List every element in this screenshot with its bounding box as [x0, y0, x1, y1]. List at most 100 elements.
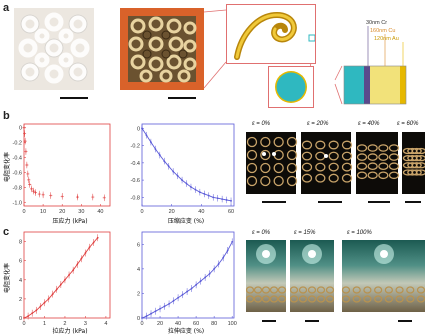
y-tick-label: 0 [137, 316, 140, 322]
lattice-cell [329, 152, 338, 160]
marker-dot [272, 152, 276, 156]
lattice-cell [288, 177, 297, 186]
lattice-cell [288, 164, 297, 173]
data-point [163, 160, 165, 162]
x-tick-label: 20 [157, 321, 163, 327]
lattice-cell [247, 296, 254, 302]
data-point [190, 186, 192, 188]
plot-frame [24, 124, 110, 206]
lattice-cell [343, 163, 352, 171]
cross-section-box [268, 66, 314, 108]
data-point [32, 190, 35, 193]
strain-caption: ε = 40% [358, 121, 379, 127]
strain-caption: ε = 20% [307, 121, 328, 127]
x-tick-label: 0 [140, 321, 143, 327]
data-point [159, 154, 161, 156]
lattice-cell [255, 287, 262, 293]
lattice-cell [248, 138, 257, 147]
x-tick-label: 80 [211, 321, 217, 327]
y-tick-label: -0.8 [131, 195, 140, 201]
data-point [72, 269, 74, 271]
data-point [209, 273, 211, 275]
lattice-cell [263, 296, 270, 302]
compression-lattice-overlay [246, 132, 425, 194]
y-tick-label: 4 [137, 267, 140, 273]
lattice-cell [261, 138, 270, 147]
lattice-cell [271, 287, 278, 293]
data-point [141, 317, 143, 319]
data-point [49, 194, 52, 197]
data-point [213, 268, 215, 270]
lattice-cell [274, 138, 283, 147]
y-tick-label: 8 [19, 240, 22, 246]
data-point [221, 198, 223, 200]
lattice-cell [316, 174, 325, 182]
lattice-cell [385, 287, 392, 293]
lattice-cell [343, 174, 352, 182]
x-tick-label: 100 [228, 321, 237, 327]
data-point [146, 315, 148, 317]
y-tick-label: -0.8 [13, 185, 22, 191]
data-point [150, 141, 152, 143]
lattice-cell [303, 152, 312, 160]
data-point [195, 284, 197, 286]
lattice-cell [329, 174, 338, 182]
led-icon [308, 250, 316, 258]
lattice-cell [309, 287, 316, 293]
lattice-cell [343, 152, 352, 160]
y-axis-label: 电阻变化率 [3, 152, 11, 182]
data-point [204, 277, 206, 279]
layer-label-cu: 160nm Cu [370, 28, 395, 34]
data-point [89, 246, 91, 248]
data-point [39, 306, 41, 308]
y-tick-label: 0 [137, 126, 140, 132]
strain-caption: ε = 100% [347, 230, 372, 236]
data-point [23, 317, 25, 319]
x-tick-label: 20 [169, 209, 175, 215]
data-point [97, 237, 99, 239]
scale-bar [318, 201, 342, 203]
lattice-cell [364, 287, 371, 293]
lattice-cell [368, 154, 377, 160]
data-point [24, 150, 27, 153]
data-point [164, 305, 166, 307]
data-point [159, 308, 161, 310]
lattice-cell [327, 296, 334, 302]
lattice-cell [303, 163, 312, 171]
data-point [168, 165, 170, 167]
lattice-cell [353, 296, 360, 302]
scale-bar [262, 201, 286, 203]
data-point [141, 127, 143, 129]
lattice-cell [303, 174, 312, 182]
lattice-cell [279, 287, 286, 293]
strain-caption: ε = 0% [252, 121, 270, 127]
lattice-cell [303, 141, 312, 149]
lattice-cell [358, 163, 367, 169]
layer-label-au: 120nm Au [374, 36, 399, 42]
data-point [177, 175, 179, 177]
lattice-cell [248, 164, 257, 173]
y-tick-label: -0.4 [13, 156, 22, 162]
series-line [24, 238, 98, 318]
lattice-cell [291, 296, 298, 302]
data-point [48, 298, 50, 300]
y-tick-label: -0.4 [131, 161, 140, 167]
strain-caption: ε = 15% [294, 230, 315, 236]
data-point [52, 293, 54, 295]
y-tick-label: -1.0 [13, 200, 22, 206]
lattice-cell [291, 287, 298, 293]
lattice-cell [390, 163, 399, 169]
y-tick-label: 2 [19, 297, 22, 303]
lattice-cell [368, 145, 377, 151]
y-tick-label: 6 [19, 259, 22, 265]
x-axis-label: 压缩应变 (%) [168, 217, 204, 225]
data-point [191, 288, 193, 290]
data-point [60, 284, 62, 286]
data-point [23, 126, 26, 129]
lattice-cell [248, 151, 257, 160]
lattice-cell [255, 296, 262, 302]
lattice-cell [279, 296, 286, 302]
lattice-cell [274, 177, 283, 186]
lattice-cell [343, 141, 352, 149]
lattice-cell [288, 138, 297, 147]
